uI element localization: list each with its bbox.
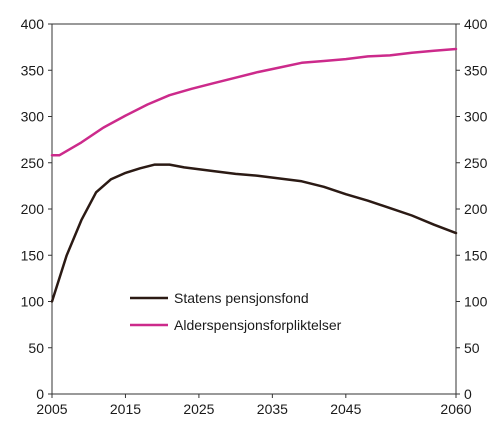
y-tick-label-left: 50 <box>28 340 44 356</box>
y-tick-label-left: 100 <box>21 294 45 310</box>
y-tick-label-left: 350 <box>21 62 45 78</box>
y-tick-label-left: 200 <box>21 201 45 217</box>
x-tick-label: 2060 <box>440 401 471 417</box>
y-tick-label-left: 250 <box>21 155 45 171</box>
x-axis: 2005 2015 2025 2035 2045 2060 <box>36 394 472 417</box>
y-tick-label-right: 150 <box>464 247 488 263</box>
x-tick-label: 2005 <box>36 401 67 417</box>
series-line-alderspensjonsforpliktelser <box>50 47 458 157</box>
y-tick-label-right: 100 <box>464 294 488 310</box>
series-layer <box>50 47 458 303</box>
y-tick-label-left: 150 <box>21 247 45 263</box>
x-tick-label: 2045 <box>330 401 361 417</box>
y-tick-label-right: 0 <box>464 386 472 402</box>
legend-label-statens-pensjonsfond: Statens pensjonsfond <box>174 290 309 306</box>
y-tick-label-left: 0 <box>36 386 44 402</box>
x-tick-label: 2015 <box>110 401 141 417</box>
legend: Statens pensjonsfond Alderspensjonsforpl… <box>130 290 342 333</box>
series-line-statens-pensjonsfond <box>50 163 458 303</box>
y-tick-label-right: 400 <box>464 16 488 32</box>
y-tick-label-right: 250 <box>464 155 488 171</box>
y-tick-label-right: 50 <box>464 340 480 356</box>
y-tick-label-right: 200 <box>464 201 488 217</box>
y-tick-label-left: 300 <box>21 109 45 125</box>
y-axis-right: 0 50 100 150 200 250 300 350 400 <box>456 16 488 402</box>
y-tick-label-right: 350 <box>464 62 488 78</box>
y-tick-label-left: 400 <box>21 16 45 32</box>
x-tick-label: 2025 <box>183 401 214 417</box>
y-axis-left: 0 50 100 150 200 250 300 350 400 <box>21 16 52 402</box>
y-tick-label-right: 300 <box>464 109 488 125</box>
x-tick-label: 2035 <box>257 401 288 417</box>
legend-label-alderspensjonsforpliktelser: Alderspensjonsforpliktelser <box>174 317 342 333</box>
